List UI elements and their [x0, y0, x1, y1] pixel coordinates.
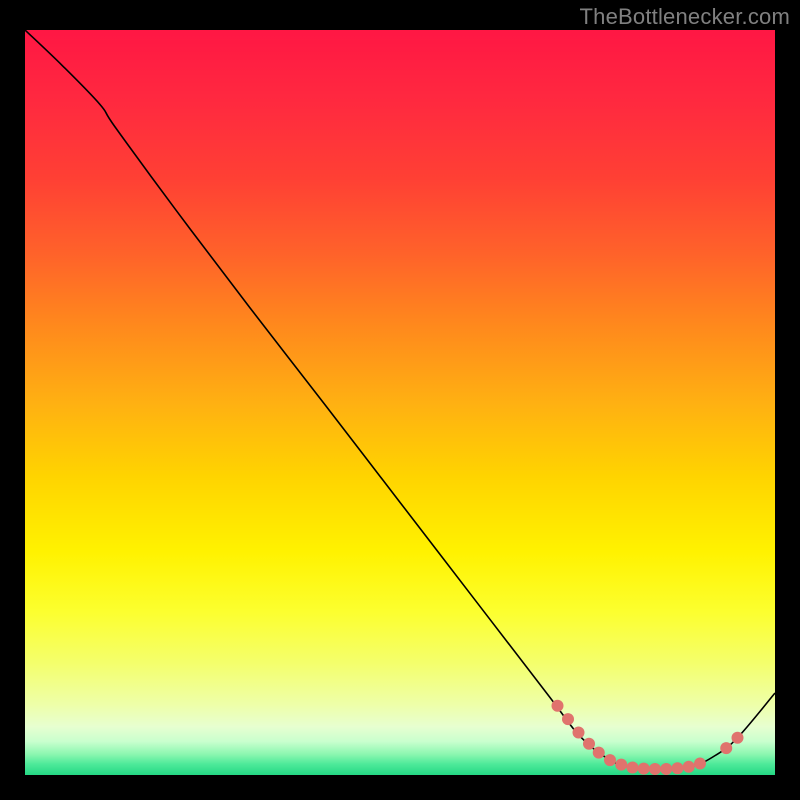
marker-point [649, 763, 661, 775]
marker-point [552, 700, 564, 712]
marker-point [720, 742, 732, 754]
marker-point [732, 732, 744, 744]
marker-point [683, 761, 695, 773]
marker-point [672, 762, 684, 774]
marker-point [562, 713, 574, 725]
chart-frame: TheBottlenecker.com [0, 0, 800, 800]
marker-point [627, 762, 639, 774]
plot-background [25, 30, 775, 775]
marker-point [694, 757, 706, 769]
marker-point [583, 738, 595, 750]
plot-svg [25, 30, 775, 775]
attribution-label: TheBottlenecker.com [580, 4, 790, 30]
marker-point [638, 763, 650, 775]
marker-point [615, 759, 627, 771]
marker-point [593, 747, 605, 759]
marker-point [604, 754, 616, 766]
marker-point [660, 763, 672, 775]
plot-area [25, 30, 775, 775]
marker-point [573, 727, 585, 739]
